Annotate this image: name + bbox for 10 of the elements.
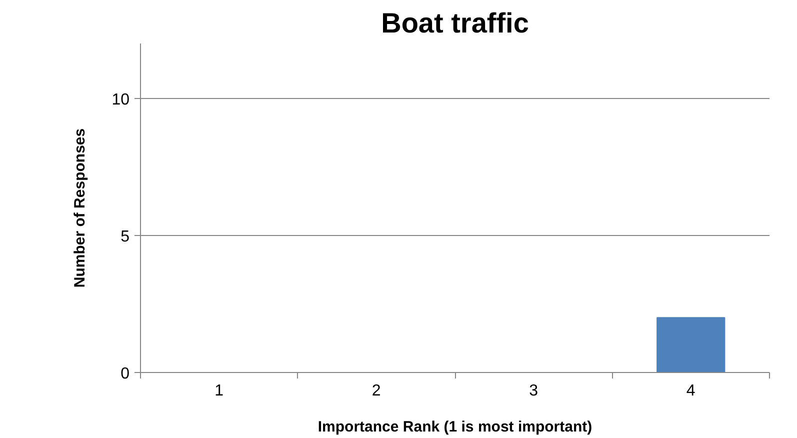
y-axis-title: Number of Responses: [72, 128, 89, 288]
y-tick-label: 10: [112, 91, 130, 108]
y-tick-label: 5: [120, 228, 130, 246]
y-tick-label: 0: [120, 366, 130, 382]
x-axis-title: Importance Rank (1 is most important): [318, 418, 592, 436]
x-tick-label: 3: [529, 382, 538, 400]
x-tick-label: 4: [686, 382, 696, 400]
x-tick-label: 1: [214, 382, 224, 400]
x-tick-label: 2: [372, 382, 381, 400]
chart-title: Boat traffic: [381, 8, 529, 38]
